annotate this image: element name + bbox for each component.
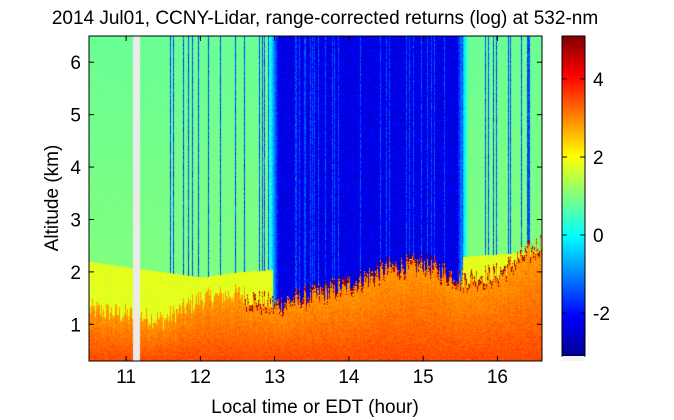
x-tick-label: 16	[487, 367, 508, 388]
colorbar: -2 0 2 4	[561, 35, 610, 361]
x-tick-label: 15	[413, 367, 434, 388]
chart-title: 2014 Jul01, CCNY-Lidar, range-corrected …	[52, 8, 598, 29]
x-axis-label: Local time or EDT (hour)	[211, 397, 419, 418]
y-axis: 1 2 3 4 5 6	[70, 53, 542, 336]
x-axis: 11 12 13 14 15 16	[116, 36, 508, 388]
y-tick-label: 4	[70, 158, 81, 179]
y-tick-label: 2	[70, 263, 81, 284]
y-tick-label: 3	[70, 210, 81, 231]
x-tick-label: 14	[338, 367, 360, 388]
x-tick-label: 11	[116, 367, 136, 388]
colorbar-tick-label: 2	[593, 148, 604, 169]
colorbar-gradient	[561, 35, 586, 357]
plot-frame	[88, 35, 543, 362]
x-tick-label: 13	[264, 367, 285, 388]
colorbar-tick-label: 4	[593, 70, 604, 91]
x-tick-label: 12	[190, 367, 211, 388]
colorbar-ticks: -2 0 2 4	[562, 70, 610, 325]
colorbar-tick-label: -2	[593, 304, 610, 325]
y-tick-label: 5	[70, 106, 81, 127]
colorbar-tick-label: 0	[593, 226, 604, 247]
y-tick-label: 6	[70, 53, 81, 74]
colorbar-nan-swatch	[563, 356, 584, 361]
y-axis-label: Altitude (km)	[42, 145, 63, 252]
heatmap-plot	[88, 35, 543, 362]
heatmap-image	[89, 36, 542, 361]
y-tick-label: 1	[70, 315, 81, 336]
